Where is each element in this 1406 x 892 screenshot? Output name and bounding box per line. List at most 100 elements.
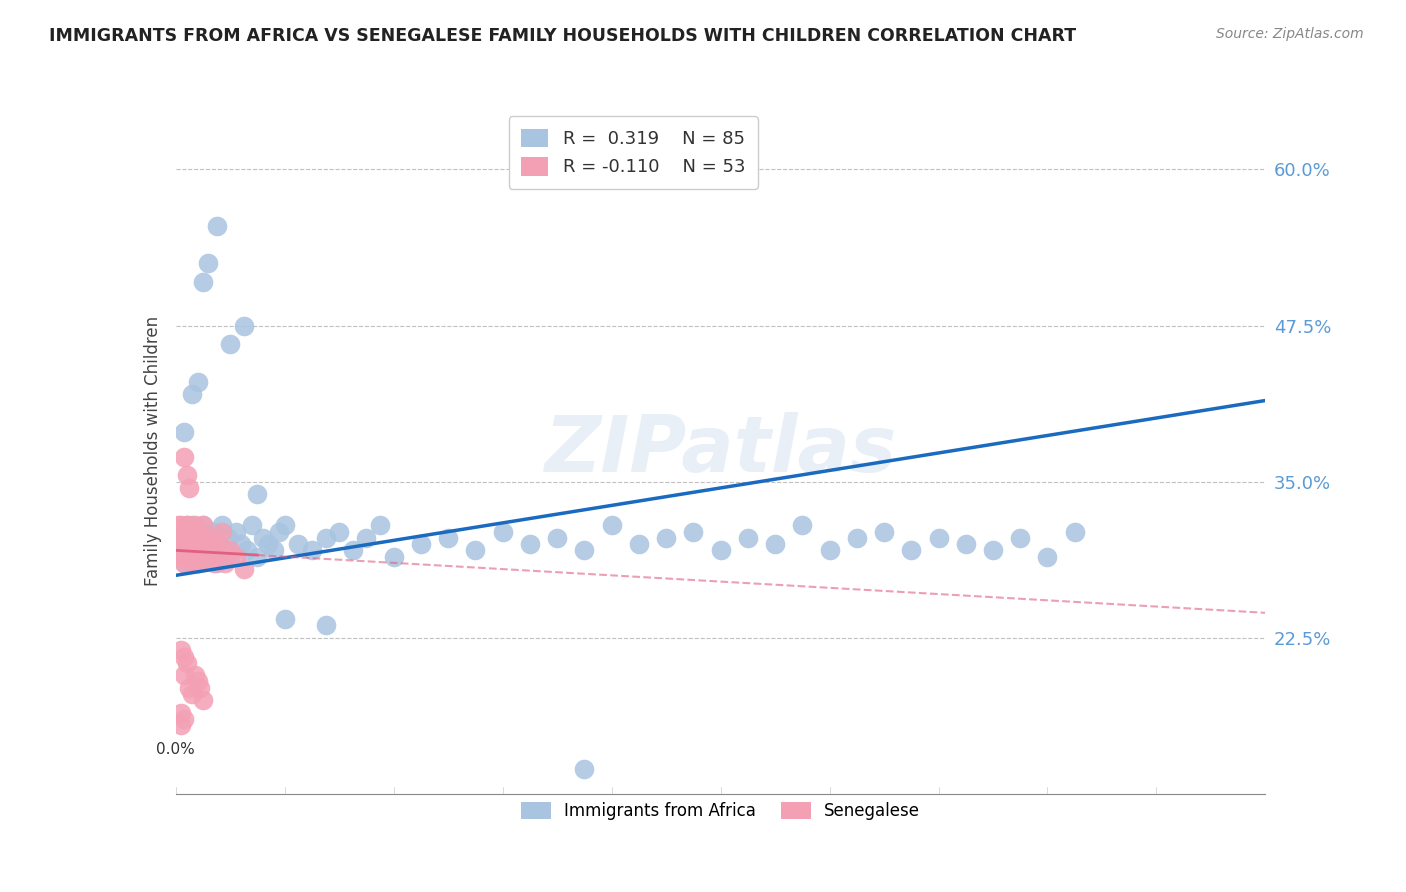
Point (184, 668, 207, 682)
Point (873, 524, 896, 539)
Point (263, 543, 285, 558)
Point (184, 531, 207, 545)
Point (197, 531, 219, 545)
Point (246, 487, 269, 501)
Point (188, 543, 211, 558)
Point (173, 537, 195, 551)
Point (179, 531, 201, 545)
Point (955, 537, 977, 551)
Point (409, 537, 432, 551)
Point (845, 531, 868, 545)
Point (191, 275, 214, 289)
Point (202, 524, 225, 539)
Point (464, 543, 486, 558)
Point (205, 556, 228, 570)
Point (186, 375, 209, 389)
Point (342, 543, 364, 558)
Point (231, 537, 253, 551)
Y-axis label: Family Households with Children: Family Households with Children (143, 316, 162, 585)
Point (173, 556, 195, 570)
Point (205, 543, 228, 558)
Point (181, 556, 204, 570)
Point (170, 549, 193, 564)
Point (246, 549, 269, 564)
Point (170, 518, 193, 533)
Text: Source: ZipAtlas.com: Source: ZipAtlas.com (1216, 27, 1364, 41)
Point (170, 718, 193, 732)
Point (240, 518, 263, 533)
Point (197, 549, 219, 564)
Point (315, 618, 337, 632)
Point (176, 543, 198, 558)
Point (176, 468, 198, 483)
Point (179, 537, 201, 551)
Point (170, 706, 193, 720)
Point (437, 531, 460, 545)
Point (274, 518, 297, 533)
Point (186, 537, 209, 551)
Point (315, 531, 337, 545)
Point (179, 681, 201, 695)
Text: IMMIGRANTS FROM AFRICA VS SENEGALESE FAMILY HOUSEHOLDS WITH CHILDREN CORRELATION: IMMIGRANTS FROM AFRICA VS SENEGALESE FAM… (49, 27, 1077, 45)
Point (232, 562, 254, 576)
Point (200, 531, 222, 545)
Point (173, 649, 195, 664)
Point (170, 549, 193, 564)
Point (1010, 531, 1032, 545)
Point (173, 524, 195, 539)
Point (519, 537, 541, 551)
Point (627, 537, 650, 551)
Point (173, 543, 195, 558)
Point (208, 537, 231, 551)
Point (179, 524, 201, 539)
Point (181, 518, 204, 533)
Point (1036, 549, 1059, 564)
Point (197, 256, 219, 270)
Point (167, 518, 190, 533)
Point (173, 450, 195, 464)
Point (181, 537, 204, 551)
Point (186, 556, 209, 570)
Point (188, 549, 211, 564)
Point (225, 549, 247, 564)
Point (225, 524, 247, 539)
Point (170, 643, 193, 657)
Legend: Immigrants from Africa, Senegalese: Immigrants from Africa, Senegalese (515, 796, 927, 827)
Point (173, 425, 195, 439)
Point (710, 543, 733, 558)
Point (205, 219, 228, 233)
Point (176, 549, 198, 564)
Point (219, 549, 242, 564)
Point (176, 518, 198, 533)
Point (574, 762, 596, 776)
Point (191, 693, 214, 707)
Point (211, 518, 233, 533)
Point (1063, 524, 1085, 539)
Point (194, 549, 217, 564)
Point (181, 387, 204, 401)
Point (232, 318, 254, 333)
Point (188, 531, 211, 545)
Point (219, 337, 242, 351)
Point (179, 543, 201, 558)
Point (184, 543, 207, 558)
Point (274, 612, 297, 626)
Point (202, 556, 225, 570)
Point (184, 524, 207, 539)
Point (214, 543, 236, 558)
Point (179, 481, 201, 495)
Point (763, 537, 786, 551)
Point (173, 524, 195, 539)
Point (900, 543, 922, 558)
Point (176, 518, 198, 533)
Point (184, 543, 207, 558)
Point (167, 531, 190, 545)
Point (981, 543, 1004, 558)
Point (173, 712, 195, 726)
Point (170, 531, 193, 545)
Point (186, 556, 209, 570)
Point (600, 518, 623, 533)
Point (186, 674, 209, 689)
Point (574, 543, 596, 558)
Point (269, 524, 291, 539)
